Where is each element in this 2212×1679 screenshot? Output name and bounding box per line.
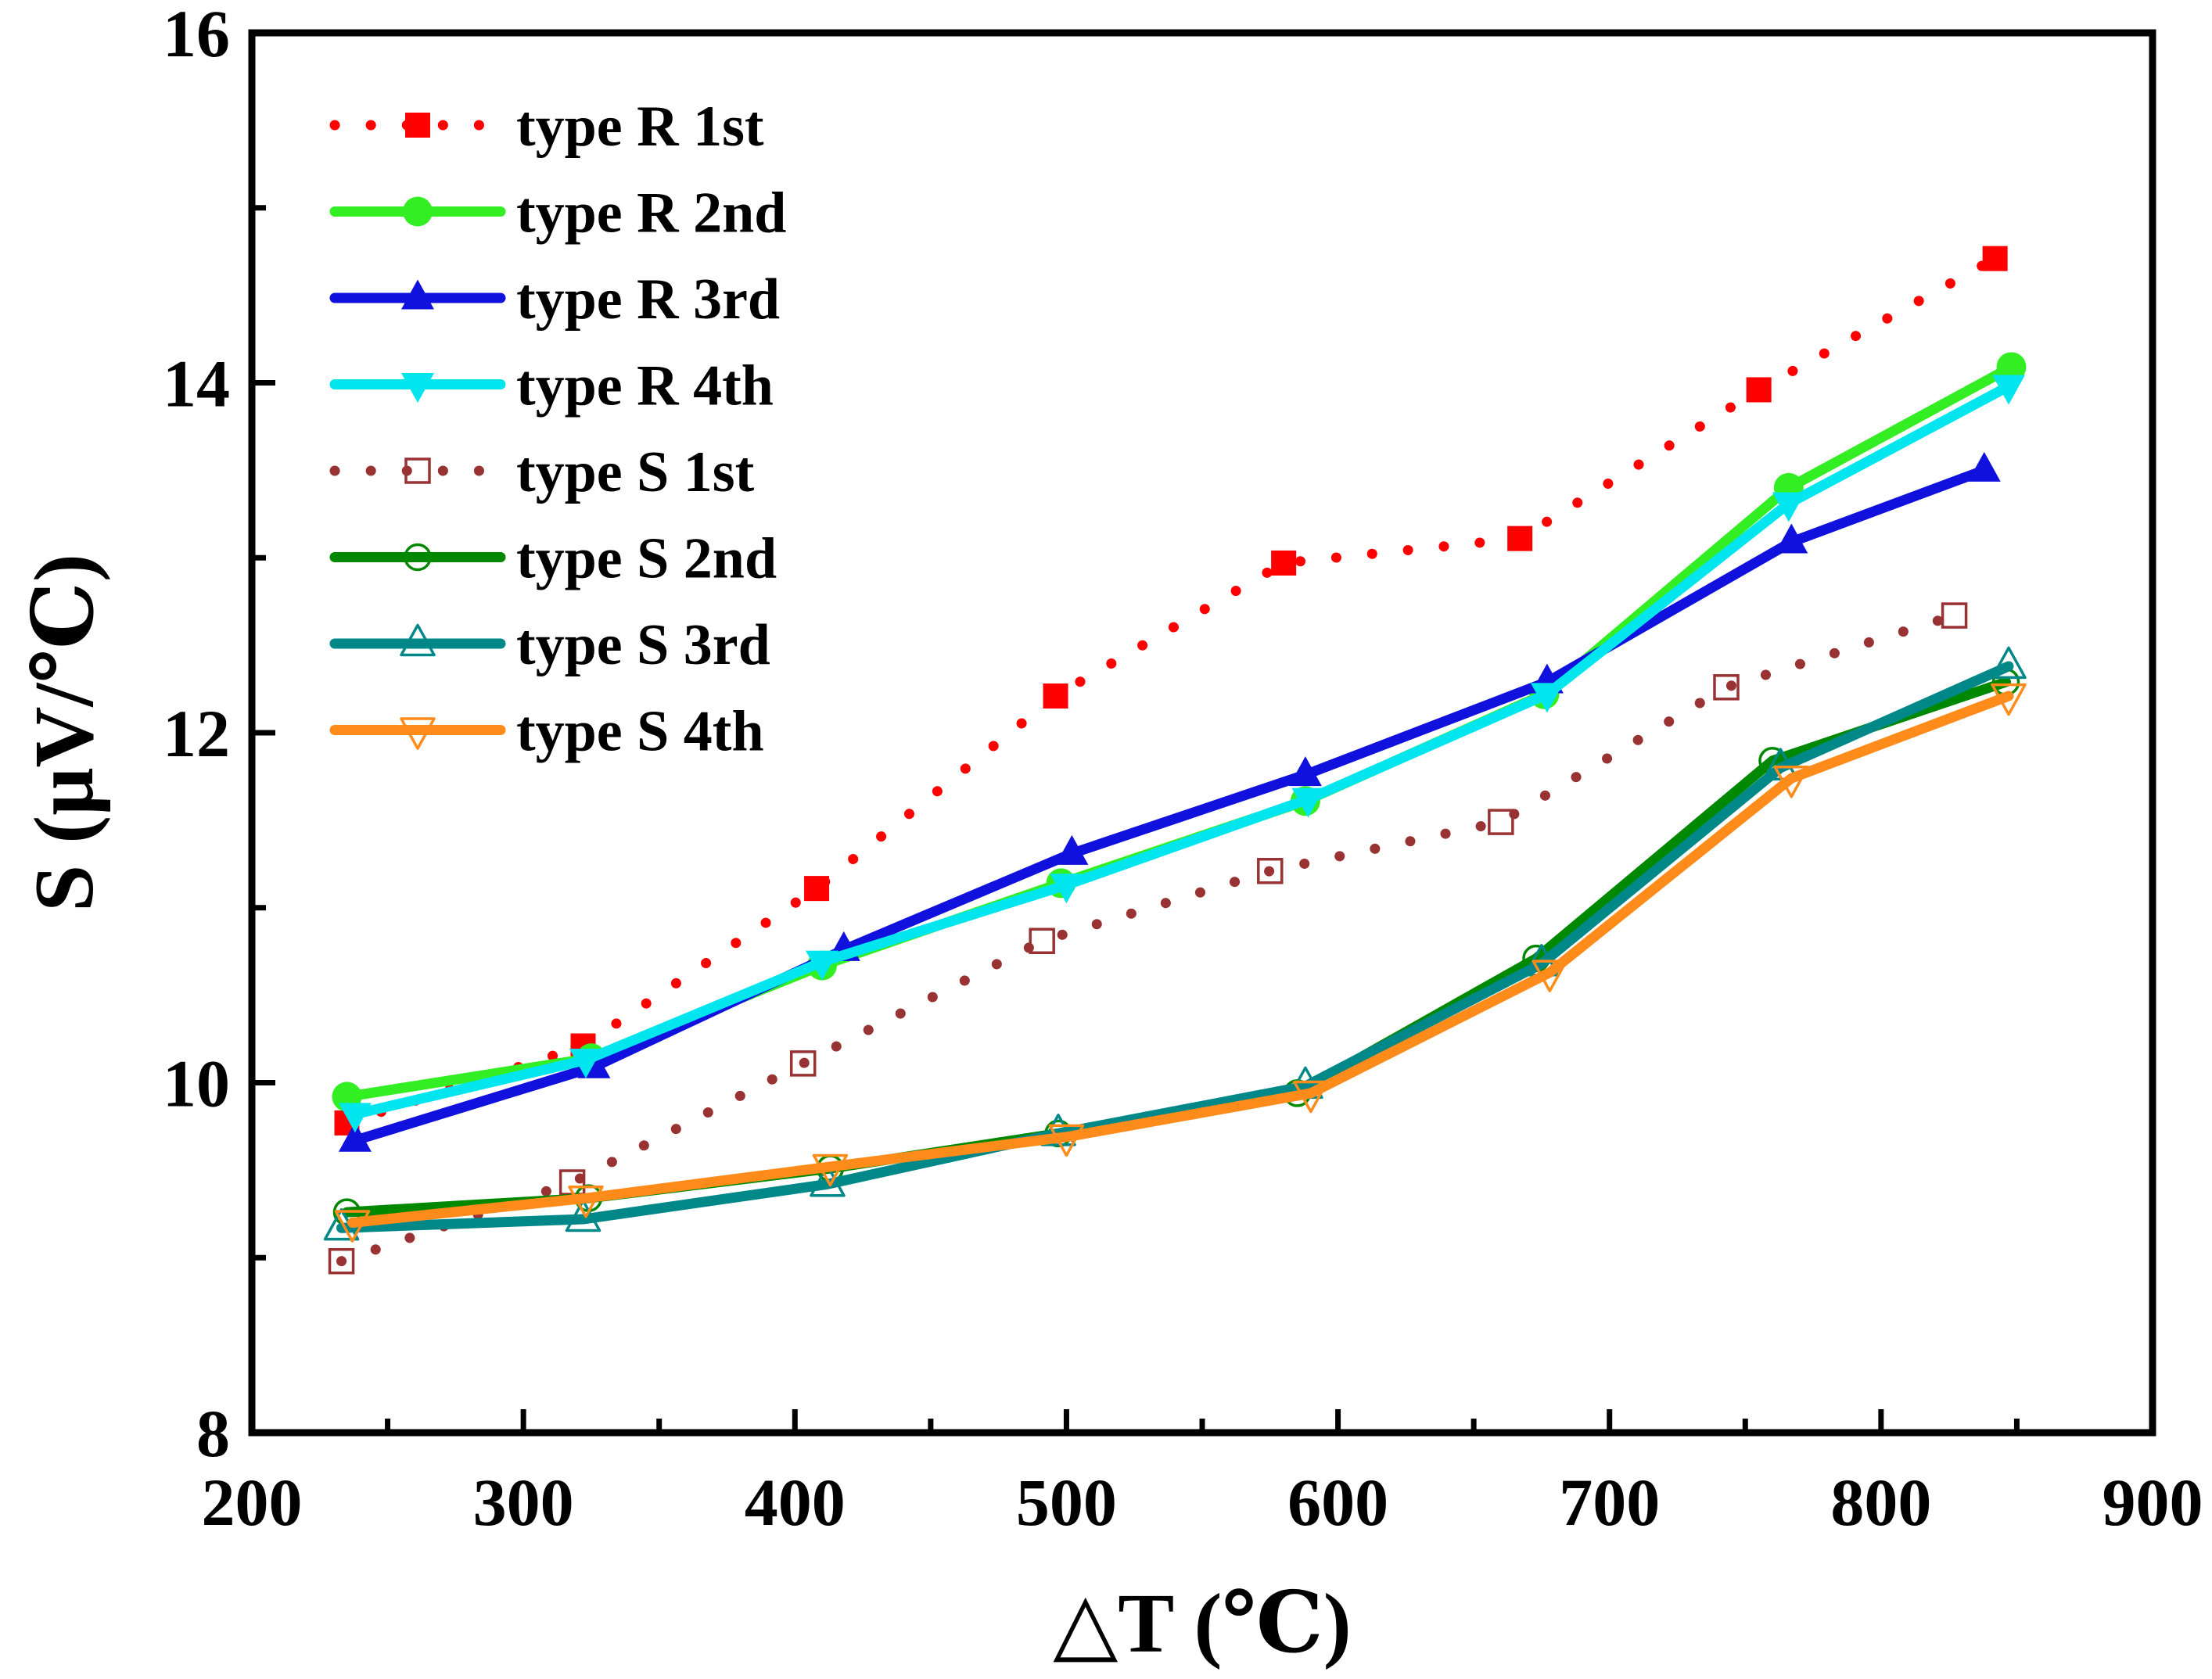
data-point bbox=[1040, 1114, 1076, 1146]
data-point bbox=[1982, 246, 2008, 271]
series-type-s-1st bbox=[328, 602, 1968, 1275]
legend-label: type S 2nd bbox=[516, 527, 777, 591]
data-point bbox=[810, 1164, 846, 1197]
data-point bbox=[1746, 377, 1772, 403]
y-axis-title: S (μV/℃) bbox=[18, 554, 111, 912]
x-tick-label: 400 bbox=[745, 1465, 846, 1540]
data-point bbox=[1996, 352, 2027, 382]
legend-item: type S 4th bbox=[329, 700, 764, 764]
legend-item: type R 3rd bbox=[329, 267, 780, 332]
data-point bbox=[1991, 646, 2027, 680]
series-group bbox=[323, 246, 2027, 1275]
series-line bbox=[350, 465, 1990, 1146]
data-point bbox=[1775, 523, 1808, 554]
data-point bbox=[806, 950, 838, 981]
legend-item: type S 2nd bbox=[329, 527, 777, 591]
legend-marker bbox=[403, 196, 433, 227]
legend-label: type R 1st bbox=[516, 95, 764, 159]
data-point bbox=[1967, 451, 2001, 482]
data-point bbox=[338, 1121, 372, 1152]
data-point bbox=[1055, 834, 1089, 865]
data-point bbox=[812, 1153, 849, 1187]
series-line bbox=[342, 253, 2001, 1128]
data-point bbox=[1488, 809, 1514, 835]
data-point bbox=[565, 1199, 601, 1232]
series-type-r-4th bbox=[338, 375, 2026, 1133]
legend-label: type S 3rd bbox=[516, 613, 770, 677]
x-tick-label: 500 bbox=[1016, 1465, 1117, 1540]
x-tick-label: 300 bbox=[473, 1465, 574, 1540]
legend-item: type R 2nd bbox=[329, 181, 786, 246]
y-tick-label: 16 bbox=[163, 0, 230, 71]
series-line bbox=[336, 661, 2014, 1233]
data-point bbox=[338, 1103, 372, 1133]
data-point bbox=[1293, 1080, 1329, 1114]
legend-marker bbox=[400, 717, 436, 750]
data-point bbox=[1941, 602, 1968, 629]
legend-marker bbox=[404, 543, 432, 572]
legend-marker bbox=[405, 113, 430, 138]
legend-item: type S 1st bbox=[329, 440, 755, 504]
data-point bbox=[1291, 787, 1325, 818]
data-point bbox=[1257, 858, 1284, 884]
data-point bbox=[1507, 526, 1533, 551]
data-point bbox=[1048, 1124, 1085, 1157]
data-point bbox=[1271, 550, 1297, 576]
data-point bbox=[1991, 683, 2027, 716]
data-point bbox=[1530, 683, 1564, 713]
x-tick-label: 700 bbox=[1559, 1465, 1660, 1540]
legend-label: type R 3rd bbox=[516, 267, 780, 332]
data-point bbox=[1992, 375, 2026, 405]
data-point bbox=[804, 876, 830, 902]
data-point bbox=[1050, 874, 1083, 904]
y-tick-label: 8 bbox=[196, 1396, 230, 1471]
data-point bbox=[1773, 765, 1810, 798]
data-point bbox=[1043, 683, 1068, 709]
x-axis-title: △T (℃) bbox=[1053, 1577, 1351, 1670]
y-tick-label: 14 bbox=[163, 346, 230, 422]
series-line bbox=[347, 691, 2014, 1228]
data-point bbox=[1772, 492, 1805, 522]
data-point bbox=[569, 1048, 602, 1078]
data-point bbox=[1532, 960, 1568, 992]
legend: type R 1st type R 2nd type R 3rd type R 4th… bbox=[329, 95, 786, 764]
legend-item: type R 1st bbox=[329, 95, 764, 159]
x-tick-label: 200 bbox=[202, 1465, 303, 1540]
legend-label: type R 2nd bbox=[516, 181, 786, 246]
data-point bbox=[1713, 674, 1740, 701]
data-point bbox=[328, 1247, 355, 1275]
legend-item: type S 3rd bbox=[329, 613, 770, 677]
data-point bbox=[789, 1050, 817, 1077]
axes-group: 200 300 400 500 600 700 800 900 8 10 12 14 16 bbox=[163, 0, 2203, 1540]
data-point bbox=[1029, 927, 1055, 955]
legend-marker bbox=[404, 457, 431, 484]
x-tick-label: 600 bbox=[1287, 1465, 1388, 1540]
series-line bbox=[336, 610, 1960, 1267]
legend-item: type R 4th bbox=[329, 354, 774, 418]
series-line bbox=[350, 381, 2014, 1120]
data-point bbox=[568, 1185, 604, 1218]
x-tick-label: 900 bbox=[2102, 1465, 2203, 1540]
legend-label: type S 4th bbox=[516, 700, 764, 764]
series-type-s-4th bbox=[334, 683, 2027, 1243]
legend-marker bbox=[401, 373, 434, 404]
y-tick-label: 12 bbox=[163, 696, 230, 771]
legend-marker bbox=[400, 623, 436, 657]
legend-label: type S 1st bbox=[516, 440, 755, 504]
x-tick-label: 800 bbox=[1830, 1465, 1931, 1540]
data-point bbox=[334, 1210, 371, 1243]
legend-label: type R 4th bbox=[516, 354, 774, 418]
y-tick-label: 10 bbox=[163, 1046, 230, 1121]
data-point bbox=[1288, 756, 1322, 787]
legend-marker bbox=[401, 279, 434, 310]
